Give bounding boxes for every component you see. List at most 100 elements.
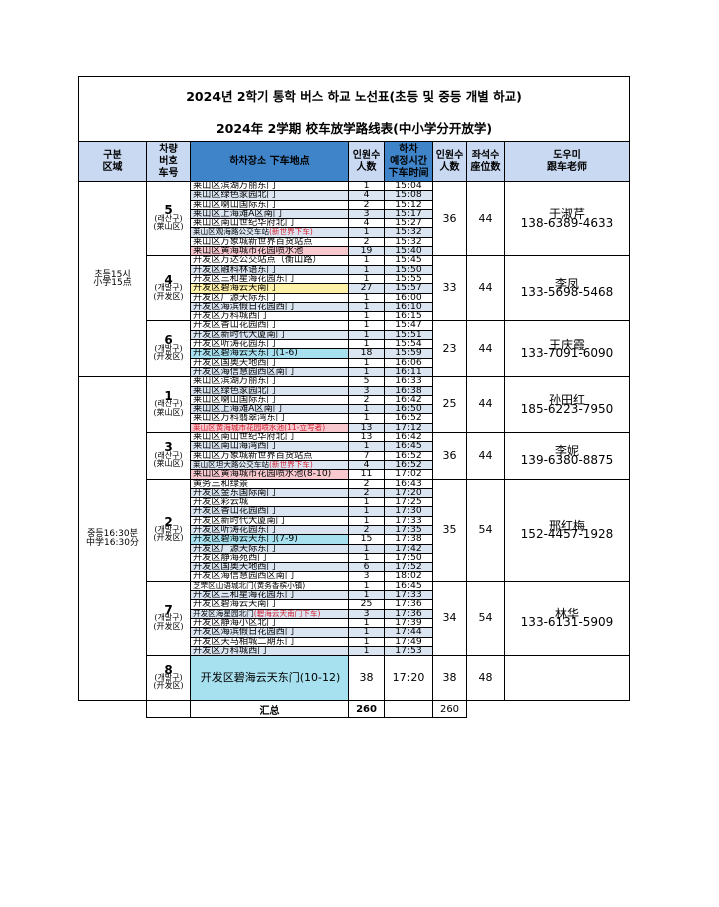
stop-count: 25 bbox=[348, 599, 385, 610]
stop-count: 13 bbox=[348, 422, 385, 434]
stop-row: 开发区三和星海花园东门 1 15:55 bbox=[79, 273, 630, 285]
stop-place-text: 开发区香山花园西门 bbox=[193, 506, 276, 517]
stop-place: 莱山区万科翡翠湾东门 bbox=[190, 413, 349, 424]
stop-place-text: 开发区国奥天地西门 bbox=[193, 358, 276, 368]
stop-time: 16:06 bbox=[384, 357, 433, 368]
bus-number-cell: 8 (개발구) (开发区) bbox=[146, 655, 191, 702]
bus-number: 8 bbox=[164, 662, 173, 677]
stop-count: 19 bbox=[348, 246, 385, 257]
stop-time: 15:12 bbox=[384, 199, 433, 210]
stop-place: 开发区听涛花园东门 bbox=[190, 339, 349, 350]
stop-time: 17:35 bbox=[384, 524, 433, 536]
stop-count: 1 bbox=[348, 311, 385, 322]
stop-row: 开发区海星园北门(碧海云天南门下车) 3 17:36 bbox=[79, 608, 630, 619]
stop-count: 1 bbox=[348, 590, 385, 601]
stop-time: 15:47 bbox=[384, 320, 433, 331]
bus-number: 6 bbox=[164, 333, 173, 348]
stop-place: 莱山区上海滩A区南门 bbox=[190, 208, 349, 220]
stop-time: 15:54 bbox=[384, 339, 433, 350]
stop-place: 莱山区绿色家园北门 bbox=[190, 190, 349, 201]
section-label: 초등15시 小学15点 bbox=[78, 180, 147, 378]
stop-row: 莱山区观海路公交车站(新世界下车) 1 15:32 bbox=[79, 227, 630, 238]
stop-row: 莱山区上海滩A区南门 3 15:17 bbox=[79, 208, 630, 220]
stop-time: 15:51 bbox=[384, 329, 433, 341]
teacher-name: 李妮 bbox=[554, 444, 579, 459]
stop-time: 17:25 bbox=[384, 497, 433, 508]
stop-row: 莱山区黄海城市花园喷水池 19 15:40 bbox=[79, 246, 630, 257]
stop-count: 1 bbox=[348, 320, 385, 331]
stop-count: 27 bbox=[348, 283, 385, 294]
stop-row: 莱山区黄海城市花园喷水池(11-立写者) 13 17:12 bbox=[79, 422, 630, 434]
header-time: 하차 예정시간 下车时间 bbox=[384, 141, 433, 182]
stop-time: 15:08 bbox=[384, 190, 433, 201]
group-seats: 44 bbox=[466, 320, 505, 378]
title-row-ko: 2024년 2학기 통학 버스 하교 노선표(초등 및 중등 개별 하교) bbox=[78, 76, 630, 114]
stop-place-text: 开发区融科林语东门 bbox=[193, 265, 276, 275]
stop-place-text: 莱山区观海路公交车站 bbox=[193, 227, 269, 237]
teacher-cell: 王庆霞 133-7091-6090 bbox=[504, 320, 630, 378]
stop-count: 1 bbox=[348, 515, 385, 527]
stop-place: 开发区静海小区北门 bbox=[190, 617, 349, 629]
stop-time: 16:52 bbox=[384, 450, 433, 461]
stop-count: 1 bbox=[348, 329, 385, 341]
stop-place: 莱山区观海路公交车站(新世界下车) bbox=[190, 227, 349, 238]
stop-place: 开发区海信慧园西区南门 bbox=[190, 366, 349, 378]
bus-district: (莱山区) bbox=[153, 458, 184, 468]
bus-district: (개발구) bbox=[154, 343, 183, 353]
stop-count: 1 bbox=[348, 301, 385, 313]
stop-place: 黄务三和绿景 bbox=[190, 478, 349, 489]
stop-row: 开发区新时代大厦南门 1 15:51 bbox=[79, 329, 630, 341]
stop-place: 开发区万科城西门 bbox=[190, 311, 349, 322]
stop-place-text: 莱山区南山海湾西门 bbox=[193, 441, 276, 452]
stop-place: 开发区三和星海花园东门 bbox=[190, 273, 349, 285]
stop-place: 开发区听涛花园东门 bbox=[190, 524, 349, 536]
teacher-cell: 林华 133-6131-5909 bbox=[504, 580, 630, 657]
bus-district: (래산구) bbox=[154, 399, 183, 409]
group-seats: 44 bbox=[466, 180, 505, 257]
stop-time: 17:42 bbox=[384, 543, 433, 554]
stop-row: 开发区碧海云天东门(7-9) 15 17:38 bbox=[79, 534, 630, 545]
stop-place: 开发区海滨假日花园西门 bbox=[190, 627, 349, 638]
stop-place-text: 莱山区南山世纪华府北门 bbox=[193, 432, 295, 442]
title-zh: 2024年 2学期 校车放学路线表(中小学分开放学) bbox=[78, 113, 630, 142]
stop-count: 1 bbox=[348, 413, 385, 424]
stop-place-text: 莱山区南山世纪华府北门 bbox=[193, 218, 295, 228]
stop-place-text: 开发区金东国际南门 bbox=[193, 488, 276, 498]
stop-row: 3 (래산구) (莱山区) 莱山区南山世纪华府北门 13 16:42 36 44 李妮 139-6… bbox=[79, 431, 630, 480]
stop-time: 16:00 bbox=[384, 292, 433, 303]
stop-row: 开发区听涛花园东门 1 15:54 bbox=[79, 339, 630, 350]
stop-row: 莱山区喇山国际东门 2 15:12 bbox=[79, 199, 630, 210]
bus-number-cell: 1 (래산구) (莱山区) bbox=[146, 376, 191, 434]
stop-row: 开发区广源天际东门 1 16:00 bbox=[79, 292, 630, 303]
stop-place: 开发区海滨假日花园西门 bbox=[190, 301, 349, 313]
title-row-zh: 2024年 2学期 校车放学路线表(中小学分开放学) bbox=[78, 113, 630, 142]
stop-count: 15 bbox=[348, 534, 385, 545]
stop-time: 16:45 bbox=[384, 441, 433, 452]
stop-place: 开发区碧海云天东门(7-9) bbox=[190, 534, 349, 545]
stop-row: 开发区三和星海花园东门 1 17:33 bbox=[79, 590, 630, 601]
stop-count: 1 bbox=[348, 552, 385, 564]
stop-place-text: 莱山区滨湖万丽东门 bbox=[193, 376, 276, 387]
teacher-name: 林华 bbox=[554, 607, 579, 622]
stop-count: 2 bbox=[348, 524, 385, 536]
stop-place-text: 开发区海信慧园西区南门 bbox=[193, 367, 295, 377]
stop-row: 2 (개발구) (开发区) 黄务三和绿景 2 16:43 35 54 邢红梅 152-4457-1… bbox=[79, 478, 630, 582]
stop-count: 1 bbox=[348, 580, 385, 592]
stop-count: 6 bbox=[348, 562, 385, 573]
teacher-cell: 李凤 133-5698-5468 bbox=[504, 255, 630, 322]
teacher-name: 于淑芹 bbox=[548, 207, 585, 222]
header-teacher: 도우미 跟车老师 bbox=[504, 141, 630, 182]
stop-time: 17:38 bbox=[384, 534, 433, 545]
total-sum: 260 bbox=[348, 700, 385, 719]
stop-row: 莱山区绿色家园北门 4 15:08 bbox=[79, 190, 630, 201]
bus-district: (개발구) bbox=[154, 613, 183, 623]
stop-time: 17:30 bbox=[384, 506, 433, 517]
stop-count: 2 bbox=[348, 236, 385, 248]
group-total: 35 bbox=[432, 478, 467, 582]
stop-count: 1 bbox=[348, 339, 385, 350]
stop-place: 开发区广源天际东门 bbox=[190, 543, 349, 554]
stop-place: 开发区海信慧园西区南门 bbox=[190, 571, 349, 582]
stop-place-text: 开发区碧海云天东门(1-6) bbox=[193, 348, 298, 359]
bus-district: (개발구) bbox=[154, 672, 183, 682]
stop-place: 莱山区绿色家园北门 bbox=[190, 385, 349, 396]
